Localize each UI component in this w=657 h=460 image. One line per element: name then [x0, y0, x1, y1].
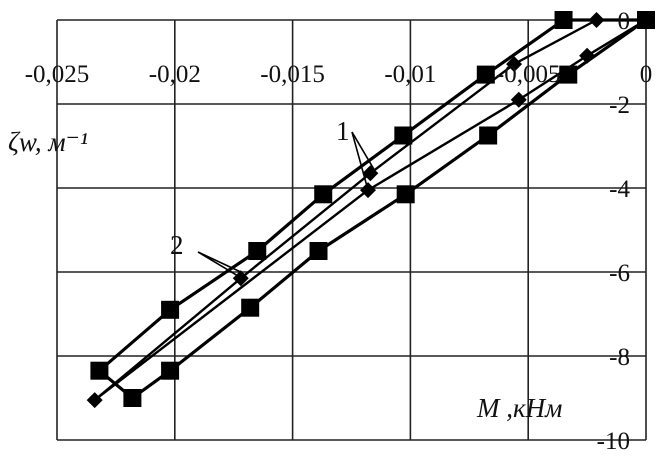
data-point-square: [161, 361, 180, 380]
x-tick-label: -0,01: [384, 61, 436, 88]
data-point-square: [90, 361, 109, 380]
y-tick-label: -2: [609, 92, 630, 119]
data-point-square: [476, 65, 495, 84]
series-line: [93, 18, 647, 402]
x-axis-label: M ,кНм: [476, 393, 562, 423]
y-tick-label: -6: [609, 260, 630, 287]
x-tick-label: -0,005: [496, 61, 561, 88]
data-point-diamond: [510, 91, 527, 108]
annotation-layer: 12: [170, 116, 376, 282]
x-tick-label: -0,015: [260, 61, 325, 88]
annotation-pointer: [351, 131, 376, 172]
data-point-diamond: [86, 392, 103, 409]
y-tick-label: 0: [618, 8, 631, 35]
x-tick-label: -0,025: [25, 61, 90, 88]
data-point-square: [314, 185, 333, 204]
data-point-diamond: [579, 47, 596, 64]
x-tick-label: -0,02: [149, 61, 201, 88]
data-point-diamond: [638, 12, 654, 28]
y-tick-label: -4: [609, 176, 630, 203]
data-point-square: [396, 185, 415, 204]
annotation-label: 1: [336, 116, 350, 146]
annotation-label: 2: [170, 230, 184, 260]
y-tick-label: -10: [597, 428, 630, 455]
data-point-square: [248, 242, 267, 260]
data-point-square: [241, 298, 260, 317]
data-point-diamond: [506, 56, 523, 73]
annotation-pointer: [197, 251, 246, 282]
data-point-diamond: [588, 12, 605, 28]
x-tick-label: 0: [640, 61, 653, 88]
data-point-square: [161, 300, 180, 319]
data-point-square: [554, 11, 573, 29]
y-tick-label: -8: [609, 344, 630, 371]
data-point-square: [394, 126, 413, 145]
annotation-pointer: [351, 131, 369, 191]
data-point-square: [309, 242, 328, 260]
data-point-square: [123, 389, 142, 407]
data-point-square: [479, 126, 498, 145]
tick-layer: -0,025 -0,02 -0,015 -0,01 -0,005 00 -2 -4 -6 -8 -1…: [25, 8, 653, 455]
y-axis-label: ζw, м⁻¹: [8, 127, 88, 157]
